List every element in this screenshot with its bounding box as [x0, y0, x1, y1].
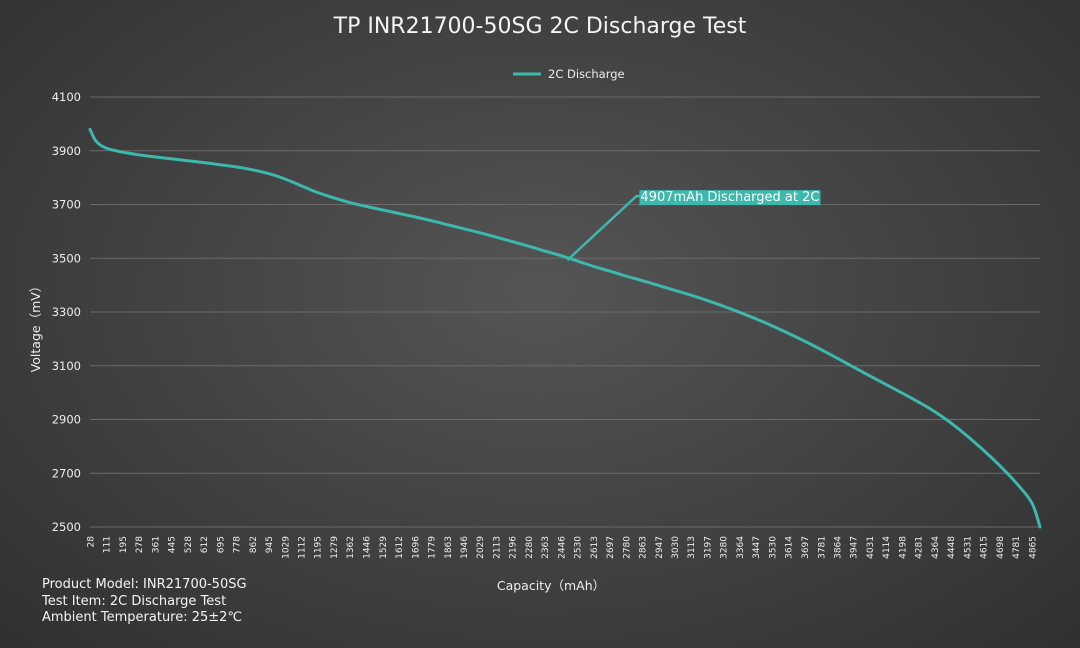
- x-tick-labels: 28 111 195 278 361 445 528 612 695 778 862 945 1029 1…: [87, 536, 1039, 559]
- x-tick-label: 1112: [298, 536, 308, 559]
- y-tick-label: 2900: [52, 413, 81, 427]
- x-tick-label: 4031: [866, 536, 876, 559]
- x-tick-label: 695: [216, 536, 226, 553]
- x-tick-label: 3530: [768, 536, 778, 559]
- x-tick-label: 4364: [931, 536, 941, 559]
- y-tick-label: 3100: [52, 359, 81, 373]
- x-tick-label: 1779: [427, 536, 437, 559]
- x-tick-label: 3447: [752, 536, 762, 559]
- x-tick-label: 2363: [541, 536, 551, 559]
- x-tick-label: 3364: [736, 536, 746, 559]
- x-tick-label: 1362: [346, 536, 356, 559]
- x-tick-label: 528: [184, 536, 194, 553]
- legend-label: 2C Discharge: [548, 67, 625, 81]
- x-tick-label: 28: [87, 536, 97, 548]
- x-tick-label: 278: [135, 536, 145, 553]
- x-tick-label: 4198: [898, 536, 908, 559]
- x-tick-label: 1612: [395, 536, 405, 559]
- y-tick-label: 2700: [52, 466, 81, 480]
- x-tick-label: 2863: [639, 536, 649, 559]
- x-tick-label: 2446: [557, 536, 567, 559]
- x-tick-label: 3781: [817, 536, 827, 559]
- x-tick-label: 4531: [963, 536, 973, 559]
- annotation-label: 4907mAh Discharged at 2C: [640, 190, 819, 205]
- x-tick-label: 1696: [411, 536, 421, 559]
- y-tick-label: 3900: [52, 144, 81, 158]
- y-tick-label: 2500: [52, 520, 81, 534]
- x-tick-label: 3197: [704, 536, 714, 559]
- x-tick-label: 945: [265, 536, 275, 553]
- x-tick-label: 1446: [363, 536, 373, 559]
- annotation: 4907mAh Discharged at 2C: [566, 190, 821, 262]
- x-tick-label: 4114: [882, 536, 892, 559]
- y-tick-label: 4100: [52, 90, 81, 104]
- x-tick-label: 1529: [379, 536, 389, 559]
- x-tick-label: 4281: [915, 536, 925, 559]
- y-tick-label: 3500: [52, 251, 81, 265]
- x-tick-label: 2280: [525, 536, 535, 559]
- x-tick-label: 3614: [785, 536, 795, 559]
- x-tick-label: 1279: [330, 536, 340, 559]
- x-tick-label: 1946: [460, 536, 470, 559]
- ambient-temperature: Ambient Temperature: 25±2℃: [42, 610, 243, 625]
- x-tick-label: 862: [249, 536, 259, 553]
- x-tick-label: 2780: [622, 536, 632, 559]
- x-tick-label: 361: [151, 536, 161, 553]
- y-tick-labels: 2500 2700 2900 3100 3300 3500 3700 3900 4100: [52, 90, 81, 534]
- chart-title: TP INR21700-50SG 2C Discharge Test: [333, 14, 747, 39]
- x-tick-label: 778: [233, 536, 243, 553]
- annotation-label-background: [639, 190, 821, 206]
- test-item: Test Item: 2C Discharge Test: [42, 593, 227, 609]
- test-info: Product Model: INR21700-50SG Test Item: …: [42, 577, 247, 627]
- x-tick-label: 111: [103, 536, 113, 553]
- x-tick-label: 4698: [996, 536, 1006, 559]
- x-tick-label: 4781: [1012, 536, 1022, 559]
- x-axis-label: Capacity（mAh）: [497, 578, 605, 593]
- y-axis-label: Voltage（mV）: [28, 280, 43, 373]
- series-line-2c-discharge: [88, 127, 1042, 529]
- y-tick-label: 3700: [52, 198, 81, 212]
- product-model: Product Model: INR21700-50SG: [42, 577, 247, 592]
- x-tick-label: 1029: [281, 536, 291, 559]
- x-tick-label: 3113: [687, 536, 697, 559]
- x-tick-label: 195: [119, 536, 129, 553]
- x-tick-label: 2530: [574, 536, 584, 559]
- x-tick-label: 2613: [590, 536, 600, 559]
- x-tick-label: 2113: [492, 536, 502, 559]
- x-tick-label: 445: [168, 536, 178, 553]
- x-tick-label: 2697: [606, 536, 616, 559]
- x-tick-label: 3864: [833, 536, 843, 559]
- x-tick-label: 1195: [314, 536, 324, 559]
- x-tick-label: 612: [200, 536, 210, 553]
- legend: 2C Discharge: [513, 67, 625, 81]
- x-tick-label: 3697: [801, 536, 811, 559]
- x-tick-label: 1863: [444, 536, 454, 559]
- x-tick-label: 2947: [655, 536, 665, 559]
- x-tick-label: 3280: [720, 536, 730, 559]
- y-tick-label: 3300: [52, 305, 81, 319]
- gridlines: [90, 96, 1040, 528]
- annotation-leader-line: [566, 194, 642, 262]
- x-tick-label: 4615: [980, 536, 990, 559]
- x-tick-label: 2029: [476, 536, 486, 559]
- x-tick-label: 3947: [850, 536, 860, 559]
- x-tick-label: 3030: [671, 536, 681, 559]
- x-tick-label: 4865: [1028, 536, 1038, 559]
- x-tick-label: 4448: [947, 536, 957, 559]
- x-tick-label: 2196: [509, 536, 519, 559]
